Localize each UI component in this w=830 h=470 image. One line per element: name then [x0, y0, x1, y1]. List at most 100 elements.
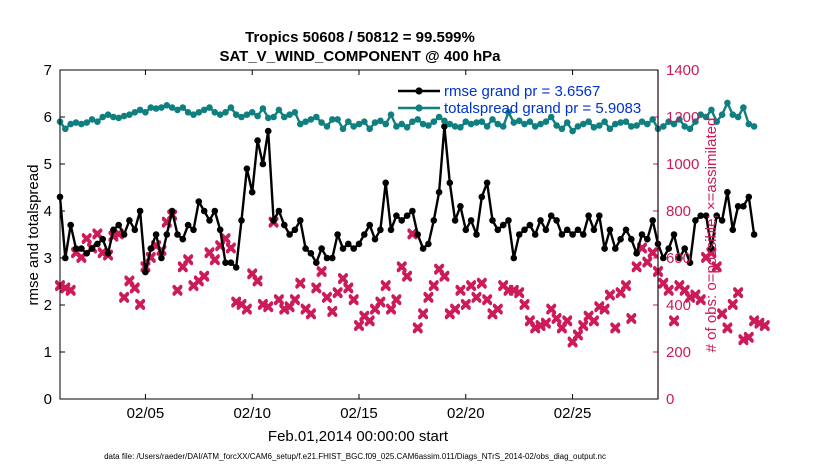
assimilated-obs-point	[290, 294, 300, 305]
rmse-point	[414, 231, 422, 238]
totalspread-point	[750, 123, 758, 130]
rmse-point	[681, 245, 688, 252]
rmse-point	[617, 235, 624, 243]
totalspread-point	[72, 119, 80, 126]
totalspread-point	[441, 117, 448, 125]
series-rmse	[56, 123, 758, 276]
rmse-point	[425, 240, 432, 248]
y2-tick-label: 1400	[666, 62, 699, 79]
totalspread-point	[382, 120, 390, 128]
rmse-point	[62, 254, 69, 262]
assimilated-obs-point	[375, 296, 386, 307]
assimilated-obs-point	[573, 329, 583, 340]
rmse-point	[88, 245, 96, 252]
totalspread-point	[291, 109, 299, 116]
totalspread-point	[494, 120, 502, 128]
rmse-point	[644, 235, 651, 243]
legend-rmse-marker	[415, 87, 423, 95]
chart-title: Tropics 50608 / 50812 = 99.599%	[245, 29, 475, 46]
rmse-point	[441, 123, 448, 130]
rmse-point	[190, 226, 197, 234]
assimilated-obs-point	[81, 233, 92, 243]
rmse-point	[163, 231, 171, 238]
x-tick-label: 02/25	[554, 405, 592, 422]
totalspread-point	[457, 124, 464, 131]
totalspread-point	[387, 111, 395, 118]
totalspread-point	[526, 118, 534, 125]
totalspread-point	[585, 118, 592, 125]
rmse-point	[612, 245, 619, 252]
assimilated-obs-point	[241, 303, 252, 314]
totalspread-point	[174, 106, 181, 114]
assimilated-obs-point	[578, 320, 589, 330]
rmse-point	[387, 226, 395, 234]
totalspread-point	[628, 123, 635, 130]
totalspread-point	[345, 118, 352, 125]
totalspread-point	[99, 113, 106, 121]
totalspread-point	[644, 120, 651, 128]
totalspread-point	[724, 99, 731, 107]
rmse-point	[158, 254, 165, 262]
totalspread-point	[660, 123, 667, 130]
rmse-point	[574, 226, 582, 234]
totalspread-point	[409, 118, 416, 125]
plot-area	[55, 99, 770, 348]
totalspread-point	[88, 116, 96, 123]
rmse-point	[238, 217, 245, 224]
y2-tick-label: 0	[666, 391, 674, 408]
totalspread-point	[713, 118, 720, 125]
assimilated-obs-point	[669, 315, 679, 326]
totalspread-point	[110, 113, 117, 121]
totalspread-point	[478, 118, 486, 125]
totalspread-point	[649, 116, 656, 123]
rmse-point	[302, 245, 309, 252]
rmse-point	[254, 137, 261, 144]
totalspread-point	[329, 116, 336, 123]
totalspread-point	[120, 112, 128, 120]
totalspread-point	[62, 125, 69, 133]
assimilated-obs-point	[209, 254, 220, 265]
rmse-point	[510, 254, 518, 262]
y-tick-label: 6	[44, 109, 52, 126]
assimilated-obs-point	[252, 275, 263, 286]
rmse-point	[494, 226, 502, 234]
assimilated-obs-point	[759, 320, 770, 330]
assimilated-obs-point	[711, 261, 722, 272]
rmse-point	[248, 188, 256, 196]
assimilated-obs-point	[306, 308, 316, 319]
y2-tick-label: 200	[666, 344, 691, 361]
rmse-point	[334, 231, 341, 238]
rmse-point	[430, 217, 438, 224]
y2-tick-label: 600	[666, 250, 691, 267]
assimilated-obs-point	[343, 282, 354, 293]
totalspread-point	[104, 111, 112, 118]
totalspread-point	[377, 117, 384, 125]
rmse-point	[72, 245, 80, 252]
totalspread-point	[227, 104, 235, 111]
legend-rmse-label: rmse grand pr = 3.6567	[444, 83, 600, 100]
totalspread-point	[163, 102, 171, 109]
assimilated-obs-point	[332, 287, 343, 297]
rmse-point	[313, 259, 320, 267]
assimilated-obs-point	[348, 294, 359, 305]
assimilated-obs-point	[316, 266, 327, 276]
assimilated-obs-point	[439, 270, 450, 281]
totalspread-point	[425, 122, 432, 129]
totalspread-point	[94, 118, 101, 125]
assimilated-obs-point	[338, 273, 348, 283]
totalspread-point	[692, 118, 699, 125]
rmse-point	[152, 231, 160, 238]
assimilated-obs-point	[722, 322, 733, 333]
assimilated-obs-point	[482, 294, 493, 305]
assimilated-obs-point	[546, 303, 557, 314]
totalspread-point	[355, 120, 363, 128]
rmse-point	[286, 231, 293, 238]
assimilated-obs-point	[322, 291, 332, 302]
y-tick-label: 0	[44, 391, 52, 408]
rmse-point	[232, 264, 240, 271]
totalspread-point	[601, 118, 608, 125]
totalspread-point	[168, 104, 176, 111]
rmse-point	[526, 221, 534, 229]
rmse-point	[264, 127, 272, 135]
y2-tick-label: 800	[666, 203, 691, 220]
